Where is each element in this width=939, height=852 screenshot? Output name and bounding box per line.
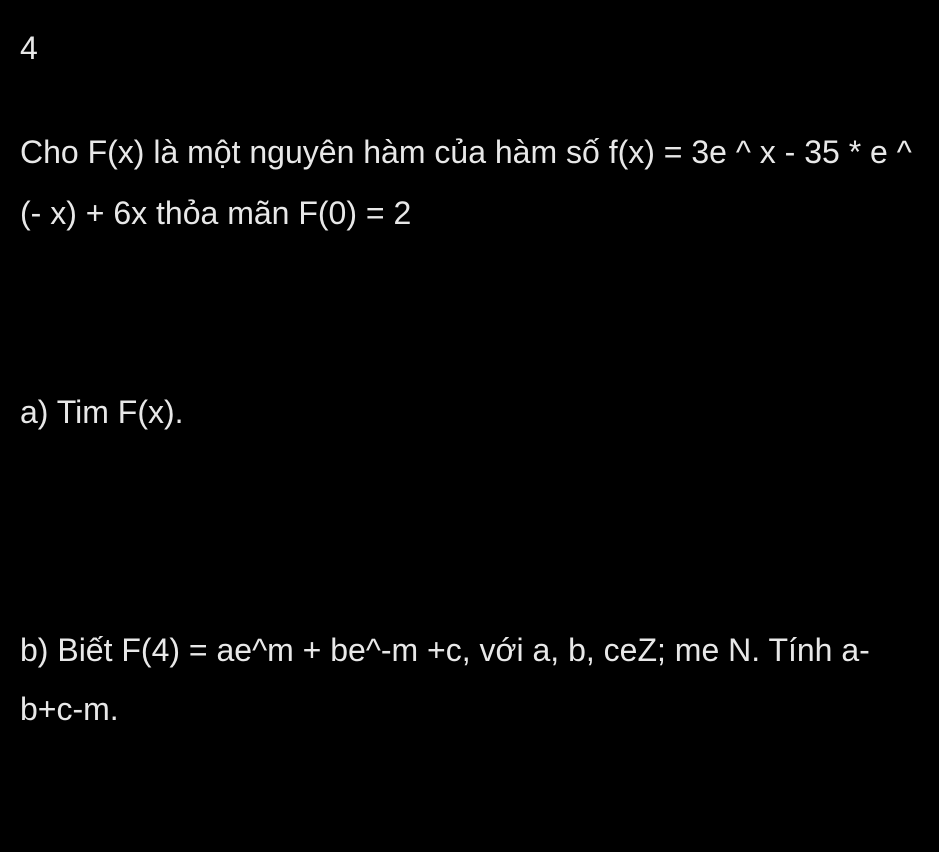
problem-number: 4 xyxy=(20,30,919,67)
part-b: b) Biết F(4) = ae^m + be^-m +c, với a, b… xyxy=(20,621,919,739)
part-a: a) Tim F(x). xyxy=(20,394,919,431)
problem-statement: Cho F(x) là một nguyên hàm của hàm số f(… xyxy=(20,122,919,244)
